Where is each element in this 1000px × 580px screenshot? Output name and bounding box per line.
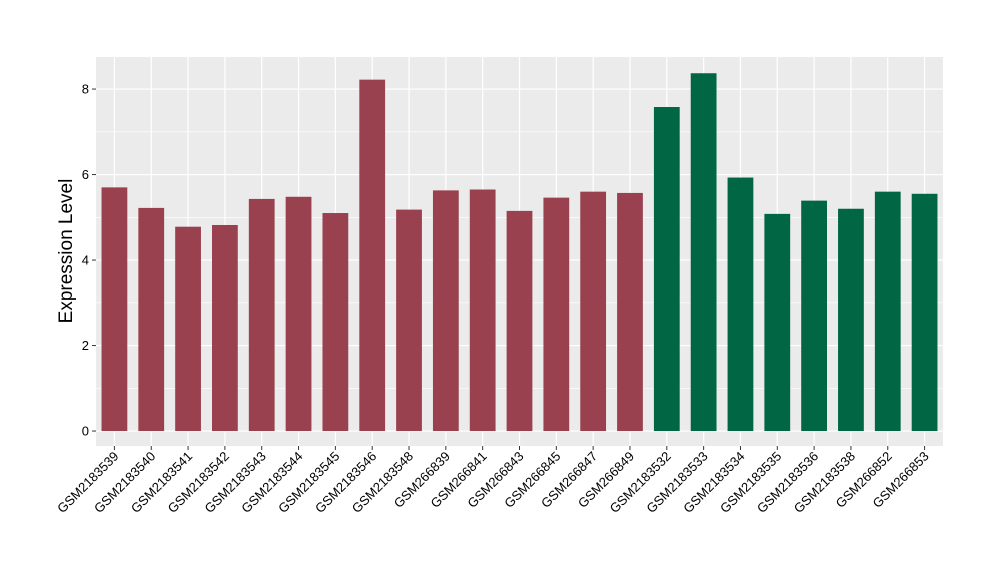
bar-GSM266839 xyxy=(432,190,459,432)
bar-GSM266853 xyxy=(911,193,938,432)
bar-GSM266849 xyxy=(617,192,643,432)
bar-GSM2183546 xyxy=(359,79,386,432)
y-tick-label: 8 xyxy=(82,82,89,97)
y-axis: 0 2 4 6 8 xyxy=(82,82,96,439)
bar-GSM266852 xyxy=(874,191,901,432)
bar-GSM2183543 xyxy=(248,198,275,432)
bar-GSM2183540 xyxy=(138,207,165,432)
bar-GSM2183548 xyxy=(396,209,422,432)
x-axis: GSM2183539GSM2183540GSM2183541GSM2183542… xyxy=(54,446,932,516)
bar-GSM266843 xyxy=(506,210,533,432)
y-tick-label: 2 xyxy=(82,338,89,353)
bar-GSM2183544 xyxy=(285,196,312,432)
bar-GSM2183534 xyxy=(727,177,754,432)
bars xyxy=(101,73,938,432)
bar-GSM2183533 xyxy=(690,73,717,432)
bar-GSM2183542 xyxy=(212,224,238,432)
bar-GSM2183541 xyxy=(175,226,201,432)
y-tick-label: 0 xyxy=(82,424,89,439)
bar-GSM2183536 xyxy=(801,200,827,432)
bar-GSM2183538 xyxy=(838,208,864,432)
bar-GSM266845 xyxy=(543,197,570,432)
bar-GSM2183535 xyxy=(764,213,791,432)
bar-GSM266847 xyxy=(580,191,607,432)
bar-GSM2183539 xyxy=(101,187,128,432)
y-tick-label: 6 xyxy=(82,167,89,182)
bar-GSM2183545 xyxy=(322,213,349,432)
y-tick-label: 4 xyxy=(82,253,89,268)
bar-GSM2183532 xyxy=(653,107,680,432)
y-axis-title: Expression Level xyxy=(56,179,77,324)
bar-GSM266841 xyxy=(469,189,496,432)
